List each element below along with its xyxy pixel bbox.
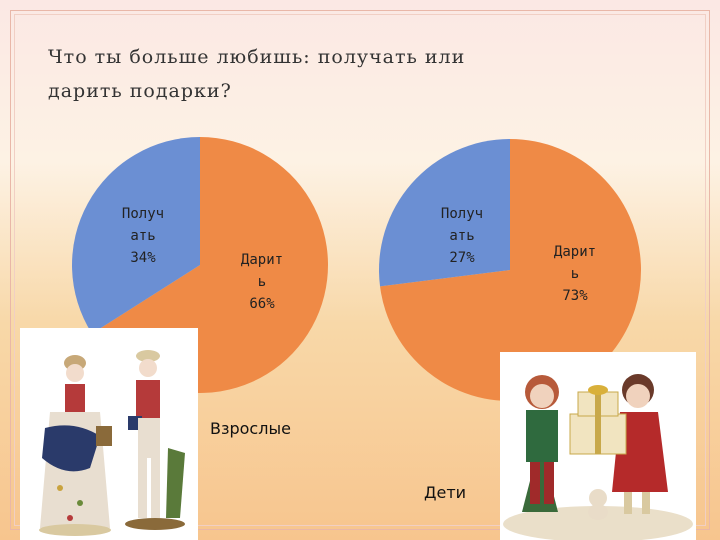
children-figurines-photo — [500, 352, 696, 540]
title-line-2: дарить подарки? — [48, 80, 232, 102]
pie-slice-receive — [72, 137, 200, 334]
caption-children: Дети — [424, 483, 467, 502]
pie-slice-receive — [378, 139, 510, 287]
adult-figurines-photo — [20, 328, 198, 540]
slide-title: Что ты больше любишь: получать или дарит… — [48, 40, 648, 108]
slide-frame — [10, 10, 710, 530]
pie-slice-give — [380, 139, 641, 401]
pie-slice-label: Дарит ь 73% — [554, 244, 596, 304]
pie-slice-label: Дарит ь 66% — [241, 252, 283, 312]
caption-adults: Взрослые — [210, 419, 291, 438]
title-line-1: Что ты больше любишь: получать или — [48, 46, 466, 68]
slide-frame-inner — [14, 14, 706, 526]
pie-chart-children: Дарит ь 73% Получ ать 27% — [378, 139, 641, 401]
pie-slice-label: Получ ать 34% — [122, 206, 164, 266]
pie-slice-label: Получ ать 27% — [441, 206, 483, 266]
